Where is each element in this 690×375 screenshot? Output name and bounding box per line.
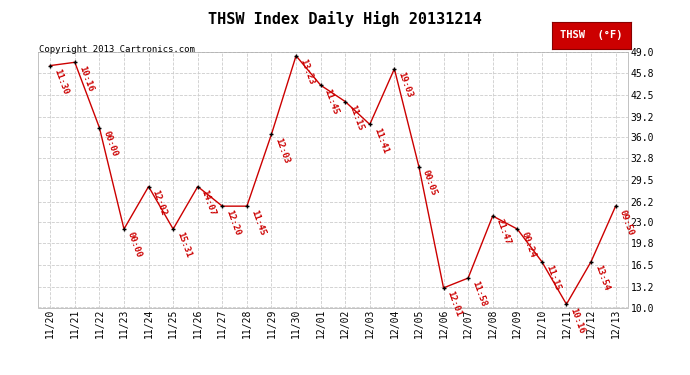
Text: 00:00: 00:00	[126, 231, 144, 260]
Point	[94, 125, 105, 131]
Text: 09:50: 09:50	[618, 208, 635, 237]
Point	[364, 122, 375, 128]
Point	[561, 301, 572, 307]
Point	[462, 275, 473, 281]
Text: THSW Index Daily High 20131214: THSW Index Daily High 20131214	[208, 11, 482, 27]
Text: 12:20: 12:20	[224, 208, 242, 237]
Text: THSW  (°F): THSW (°F)	[560, 30, 623, 40]
Text: 12:01: 12:01	[446, 290, 463, 318]
Point	[45, 63, 56, 69]
Point	[512, 226, 523, 232]
Point	[610, 203, 621, 209]
Text: 13:54: 13:54	[593, 264, 611, 292]
Text: 13:23: 13:23	[298, 58, 315, 86]
Point	[143, 183, 154, 189]
Point	[487, 213, 498, 219]
Point	[315, 82, 326, 88]
Point	[438, 285, 449, 291]
Text: 11:41: 11:41	[372, 126, 389, 155]
Point	[536, 259, 547, 265]
Point	[586, 259, 597, 265]
Point	[168, 226, 179, 232]
Text: 14:07: 14:07	[199, 189, 217, 217]
Text: 11:15: 11:15	[347, 104, 365, 132]
Point	[241, 203, 253, 209]
Text: 11:15: 11:15	[544, 264, 562, 292]
Text: 15:31: 15:31	[175, 231, 193, 260]
Point	[266, 131, 277, 137]
Point	[413, 164, 424, 170]
Text: 00:24: 00:24	[520, 231, 537, 260]
Text: 11:45: 11:45	[323, 87, 340, 116]
Text: 10:16: 10:16	[569, 306, 586, 334]
Text: 10:16: 10:16	[77, 64, 95, 93]
Text: 00:00: 00:00	[101, 130, 119, 158]
Text: 11:30: 11:30	[52, 68, 70, 96]
Text: 19:03: 19:03	[396, 71, 414, 99]
Text: 12:02: 12:02	[150, 189, 168, 217]
Text: 12:03: 12:03	[273, 136, 291, 165]
Point	[339, 99, 351, 105]
Text: Copyright 2013 Cartronics.com: Copyright 2013 Cartronics.com	[39, 45, 195, 54]
Point	[119, 226, 130, 232]
Point	[389, 66, 400, 72]
Text: 00:05: 00:05	[421, 169, 439, 197]
Text: 21:47: 21:47	[495, 218, 512, 246]
Point	[69, 59, 80, 65]
Point	[290, 53, 302, 59]
Text: 11:58: 11:58	[470, 280, 488, 308]
Point	[193, 183, 204, 189]
Point	[217, 203, 228, 209]
Text: 11:45: 11:45	[249, 208, 266, 237]
